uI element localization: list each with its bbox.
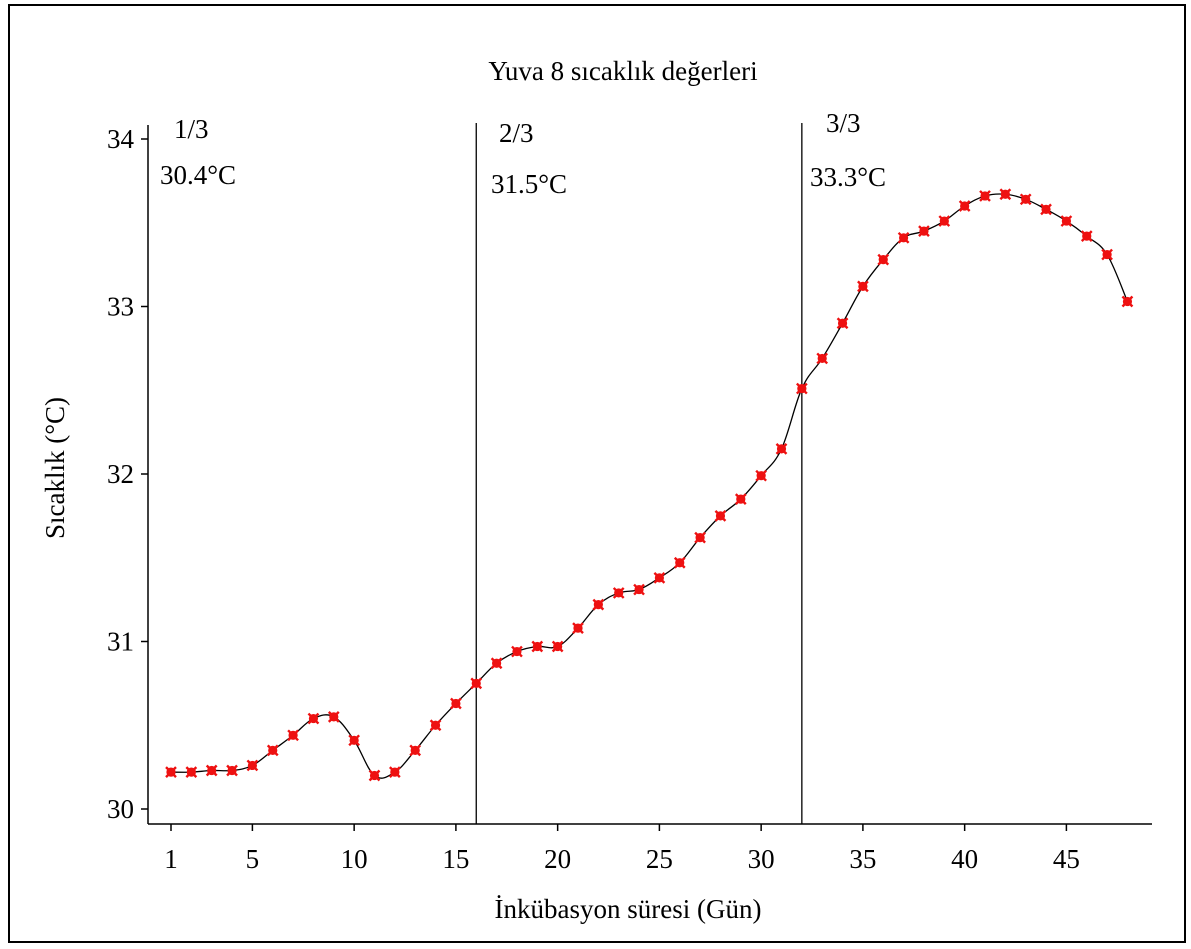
x-tick-label: 35: [849, 844, 876, 874]
data-point: [734, 493, 747, 505]
data-point: [592, 598, 605, 611]
data-point: [368, 769, 381, 782]
data-point: [429, 719, 442, 732]
data-point: [633, 583, 645, 596]
data-point: [1101, 248, 1113, 261]
period-mean-label: 33.3°C: [810, 162, 886, 192]
data-point: [653, 572, 666, 584]
series-points: [165, 188, 1134, 782]
data-point: [1040, 203, 1052, 216]
data-point: [246, 759, 259, 772]
chart-frame: [8, 4, 1186, 943]
y-tick-label: 34: [107, 124, 135, 154]
y-tick-label: 33: [107, 292, 134, 322]
data-point: [816, 352, 829, 365]
data-point: [958, 200, 971, 212]
y-tick-label: 30: [107, 794, 134, 824]
data-point: [165, 766, 177, 778]
data-point: [1080, 230, 1093, 242]
data-point: [287, 729, 299, 742]
data-point: [918, 225, 930, 237]
data-point: [226, 764, 238, 777]
data-point: [1060, 215, 1073, 227]
data-point: [205, 764, 218, 777]
x-tick-label: 15: [442, 844, 469, 874]
x-tick-label: 20: [544, 844, 571, 874]
data-point: [979, 190, 991, 202]
data-point: [470, 677, 483, 690]
x-tick-label: 1: [164, 844, 178, 874]
data-point: [897, 231, 910, 244]
data-point: [572, 622, 584, 634]
data-point: [612, 587, 625, 599]
y-ticks: 30 31 32 33 34: [107, 124, 148, 824]
data-point: [836, 317, 849, 330]
data-point: [714, 510, 727, 522]
data-point: [327, 711, 340, 723]
data-point: [409, 744, 422, 757]
period-mean-label: 31.5°C: [491, 169, 567, 199]
data-point: [999, 188, 1012, 201]
data-point: [877, 253, 890, 266]
data-point: [694, 531, 706, 544]
period-mean-label: 30.4°C: [160, 160, 236, 190]
series-line: [170, 193, 1129, 779]
data-point: [1121, 295, 1134, 308]
x-ticks: 1 5 10 15 20 25 30 35 40 45: [164, 824, 1080, 874]
data-point: [389, 766, 401, 778]
data-point: [531, 640, 544, 653]
data-point: [307, 712, 320, 725]
data-point: [450, 697, 462, 710]
data-point: [348, 734, 360, 747]
data-point: [938, 215, 951, 227]
period-fraction-label: 1/3: [174, 114, 209, 144]
y-tick-label: 31: [107, 627, 134, 657]
x-axis-label: İnkübasyon süresi (Gün): [495, 894, 762, 924]
x-tick-label: 30: [748, 844, 775, 874]
x-tick-label: 5: [246, 844, 260, 874]
data-point: [266, 744, 279, 757]
data-point: [673, 556, 686, 569]
chart-title: Yuva 8 sıcaklık değerleri: [488, 56, 757, 86]
x-tick-label: 10: [341, 844, 368, 874]
y-axis-label: Sıcaklık (°C): [40, 397, 70, 539]
x-tick-label: 40: [951, 844, 978, 874]
period-fraction-label: 3/3: [826, 108, 861, 138]
x-tick-label: 25: [646, 844, 673, 874]
period-dividers: [475, 123, 803, 824]
data-point: [490, 657, 503, 670]
period-annotations: 1/3 30.4°C 2/3 31.5°C 3/3 33.3°C: [160, 108, 886, 199]
y-tick-label: 32: [107, 459, 134, 489]
data-point: [1019, 193, 1032, 206]
data-point: [796, 382, 808, 395]
data-point: [755, 469, 767, 482]
period-fraction-label: 2/3: [499, 118, 534, 148]
data-point: [185, 766, 198, 778]
x-tick-label: 45: [1053, 844, 1080, 874]
data-point: [551, 640, 564, 653]
data-point: [775, 443, 788, 455]
data-point: [511, 645, 523, 658]
data-point: [857, 280, 869, 293]
